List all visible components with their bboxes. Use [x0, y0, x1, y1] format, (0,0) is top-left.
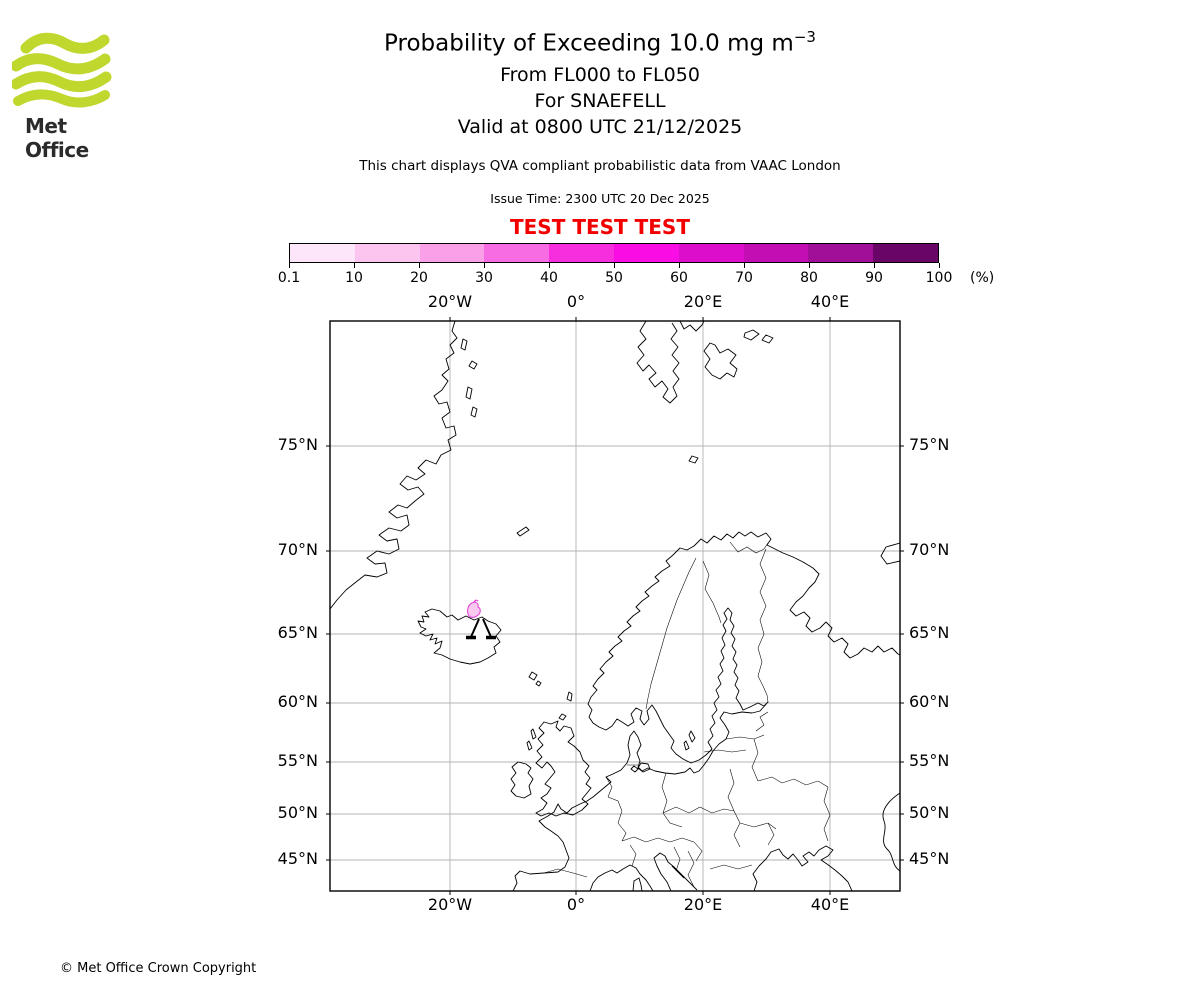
chart-description: This chart displays QVA compliant probab… [359, 158, 841, 174]
colorbar-segment [419, 244, 485, 262]
colorbar-tick [419, 263, 420, 268]
lon-label-bottom: 40°E [810, 895, 850, 914]
lat-label-right: 60°N [909, 692, 950, 711]
test-banner: TEST TEST TEST [510, 215, 690, 239]
colorbar-tick [614, 263, 615, 268]
colorbar-segment [873, 244, 938, 262]
colorbar-unit-label: (%) [970, 270, 995, 286]
map-frame [329, 320, 901, 892]
colorbar-segment [678, 244, 744, 262]
copyright-notice: © Met Office Crown Copyright [60, 961, 257, 976]
lat-label-left: 60°N [277, 692, 318, 711]
lon-label-bottom: 20°W [427, 895, 473, 914]
subtitle-flight-levels: From FL000 to FL050 [500, 64, 700, 86]
colorbar-tick [874, 263, 875, 268]
colorbar-tick-label: 20 [410, 270, 428, 286]
colorbar-tick-label: 90 [865, 270, 883, 286]
colorbar-tick [679, 263, 680, 268]
lon-label-top: 0° [566, 292, 586, 311]
lat-label-left: 55°N [277, 751, 318, 770]
issue-time: Issue Time: 2300 UTC 20 Dec 2025 [490, 191, 710, 206]
lat-label-left: 75°N [277, 435, 318, 454]
colorbar-segment [808, 244, 874, 262]
country-borders [543, 541, 831, 888]
colorbar-tick [744, 263, 745, 268]
subtitle-valid-time: Valid at 0800 UTC 21/12/2025 [457, 116, 743, 138]
lat-label-right: 75°N [909, 435, 950, 454]
colorbar-segment [484, 244, 550, 262]
probability-colorbar [289, 243, 939, 263]
coastlines [330, 321, 900, 891]
met-office-logo: Met Office [10, 26, 122, 162]
colorbar-segment [743, 244, 809, 262]
lat-label-left: 50°N [277, 803, 318, 822]
axis-ticks [326, 317, 904, 895]
colorbar-tick [939, 263, 940, 268]
colorbar-tick [809, 263, 810, 268]
colorbar-segment [290, 244, 355, 262]
colorbar-tick-label: 50 [605, 270, 623, 286]
colorbar-tick [354, 263, 355, 268]
colorbar-segment [549, 244, 614, 262]
lon-label-top: 20°E [683, 292, 723, 311]
page-title-text: Probability of Exceeding 10.0 mg m [384, 30, 794, 57]
lat-label-right: 50°N [909, 803, 950, 822]
colorbar-tick-label: 70 [735, 270, 753, 286]
probability-contour [467, 599, 481, 618]
lat-label-left: 70°N [277, 540, 318, 559]
volcano-marker-icon [466, 618, 496, 640]
page-title: Probability of Exceeding 10.0 mg m−3 [0, 28, 1200, 57]
met-office-waves-icon [10, 32, 112, 108]
map-canvas [326, 317, 904, 895]
colorbar-tick-label: 30 [475, 270, 493, 286]
lon-label-bottom: 20°E [683, 895, 723, 914]
lon-label-bottom: 0° [566, 895, 586, 914]
subtitle-volcano: For SNAEFELL [534, 90, 666, 112]
colorbar-tick [289, 263, 290, 268]
lat-label-right: 55°N [909, 751, 950, 770]
lon-label-top: 20°W [427, 292, 473, 311]
colorbar-tick [549, 263, 550, 268]
met-office-logo-text: Met Office [25, 114, 89, 162]
colorbar-tick-label: 100 [925, 270, 953, 286]
map-panel [326, 317, 904, 895]
colorbar-tick-label: 10 [345, 270, 363, 286]
lat-label-left: 45°N [277, 849, 318, 868]
colorbar-tick-label: 40 [540, 270, 558, 286]
gridlines [330, 321, 900, 891]
lat-label-left: 65°N [277, 623, 318, 642]
colorbar-tick-label: 60 [670, 270, 688, 286]
colorbar-tick-label: 80 [800, 270, 818, 286]
lon-label-top: 40°E [810, 292, 850, 311]
colorbar-tick [484, 263, 485, 268]
lat-label-right: 65°N [909, 623, 950, 642]
colorbar-segment [354, 244, 420, 262]
lat-label-right: 45°N [909, 849, 950, 868]
lat-label-right: 70°N [909, 540, 950, 559]
colorbar-segment [613, 244, 679, 262]
colorbar-tick-label: 0.1 [277, 270, 301, 286]
page-title-superscript: −3 [793, 28, 816, 46]
